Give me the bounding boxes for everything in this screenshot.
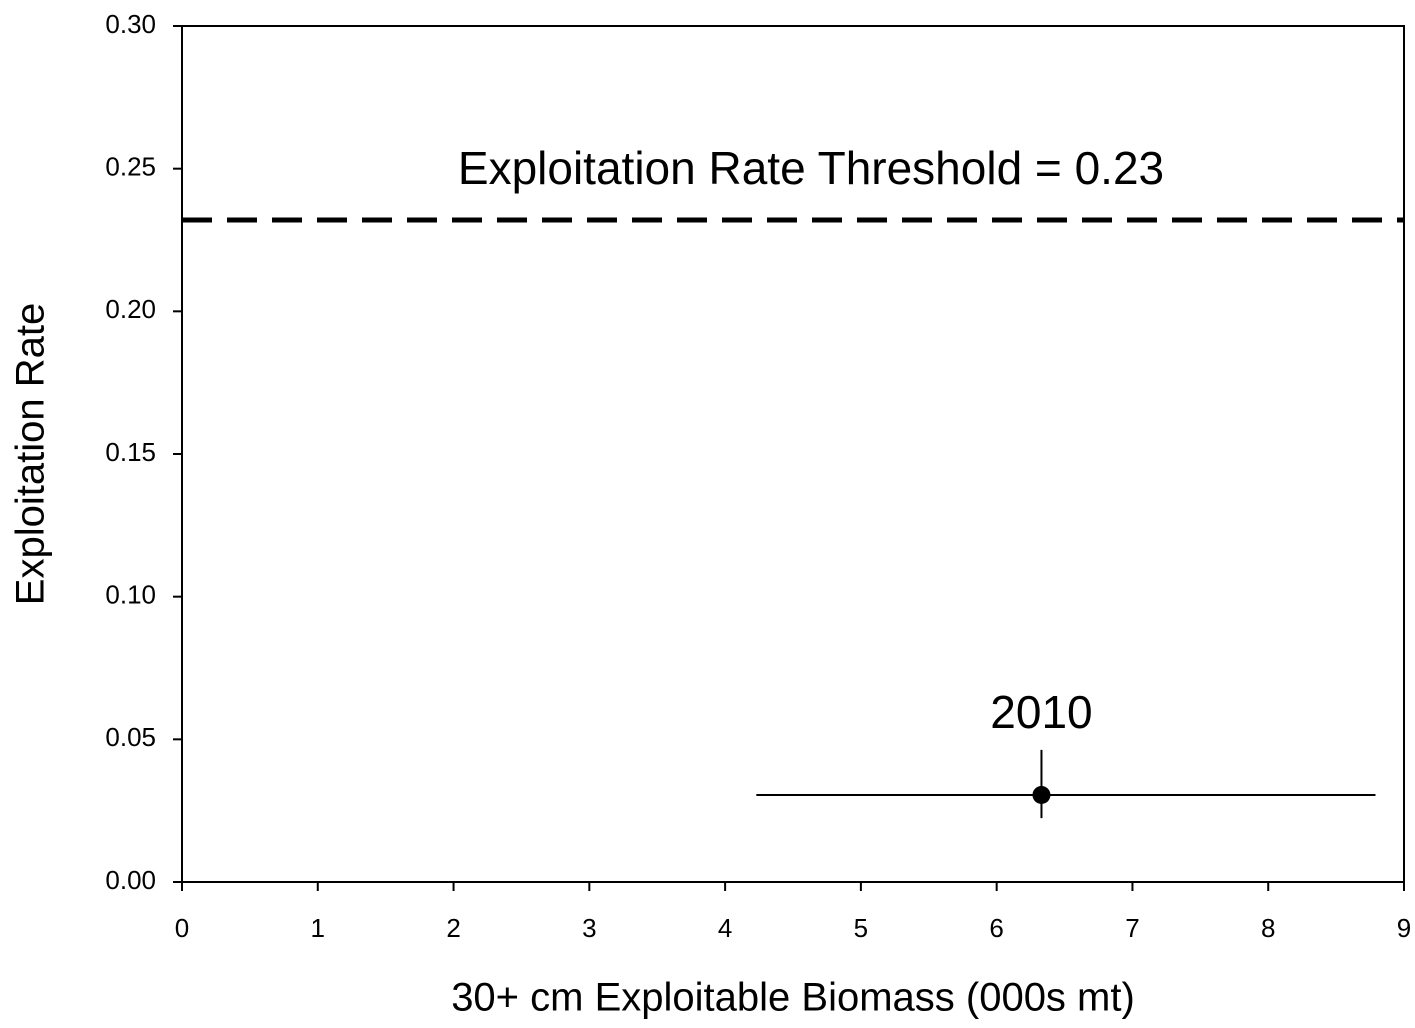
y-tick-label: 0.25 [105, 152, 156, 182]
x-tick-label: 5 [854, 913, 868, 943]
point-label: 2010 [990, 686, 1092, 738]
y-tick-label: 0.30 [105, 9, 156, 39]
x-tick-label: 0 [175, 913, 189, 943]
point [1032, 785, 1051, 804]
threshold-label: Exploitation Rate Threshold = 0.23 [458, 142, 1164, 194]
x-tick-label: 1 [311, 913, 325, 943]
y-axis-label: Exploitation Rate [9, 303, 53, 605]
y-tick-label: 0.05 [105, 722, 156, 752]
y-tick-label: 0.15 [105, 437, 156, 467]
x-tick-label: 2 [446, 913, 460, 943]
x-tick-label: 6 [989, 913, 1003, 943]
x-tick-label: 7 [1125, 913, 1139, 943]
y-tick-label: 0.20 [105, 294, 156, 324]
x-tick-label: 4 [718, 913, 732, 943]
x-tick-label: 8 [1261, 913, 1275, 943]
x-tick-label: 9 [1397, 913, 1411, 943]
x-axis-label: 30+ cm Exploitable Biomass (000s mt) [451, 976, 1135, 1020]
y-tick-label: 0.10 [105, 580, 156, 610]
y-tick-label: 0.00 [105, 865, 156, 895]
x-tick-label: 3 [582, 913, 596, 943]
